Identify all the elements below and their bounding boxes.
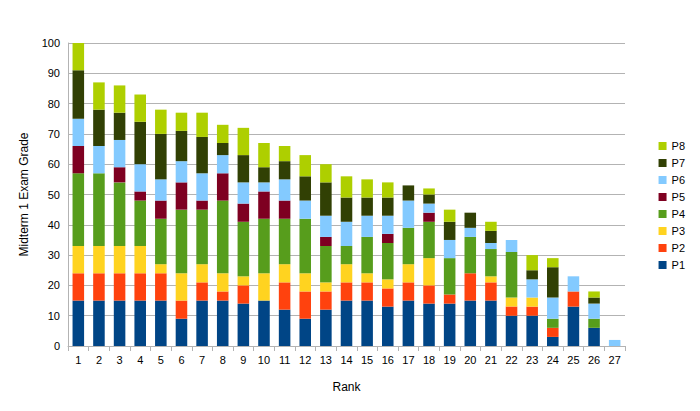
svg-text:8: 8 — [220, 354, 226, 366]
svg-text:18: 18 — [423, 354, 435, 366]
svg-text:3: 3 — [117, 354, 123, 366]
svg-text:10: 10 — [48, 310, 60, 322]
svg-text:7: 7 — [199, 354, 205, 366]
svg-text:15: 15 — [361, 354, 373, 366]
svg-text:100: 100 — [42, 37, 60, 49]
svg-text:90: 90 — [48, 67, 60, 79]
svg-text:P3: P3 — [672, 225, 685, 237]
svg-text:4: 4 — [137, 354, 143, 366]
svg-text:13: 13 — [320, 354, 332, 366]
svg-text:P6: P6 — [672, 174, 685, 186]
svg-text:9: 9 — [240, 354, 246, 366]
svg-text:1: 1 — [75, 354, 81, 366]
svg-text:19: 19 — [444, 354, 456, 366]
svg-text:22: 22 — [505, 354, 517, 366]
svg-text:20: 20 — [48, 279, 60, 291]
svg-text:80: 80 — [48, 98, 60, 110]
svg-text:P7: P7 — [672, 157, 685, 169]
svg-text:0: 0 — [54, 340, 60, 352]
svg-text:12: 12 — [299, 354, 311, 366]
svg-text:25: 25 — [567, 354, 579, 366]
svg-text:17: 17 — [402, 354, 414, 366]
svg-text:P1: P1 — [672, 259, 685, 271]
svg-text:5: 5 — [158, 354, 164, 366]
svg-text:Midterm 1 Exam Grade: Midterm 1 Exam Grade — [17, 132, 31, 256]
svg-text:P5: P5 — [672, 191, 685, 203]
svg-text:6: 6 — [178, 354, 184, 366]
svg-text:70: 70 — [48, 128, 60, 140]
svg-text:27: 27 — [609, 354, 621, 366]
svg-text:40: 40 — [48, 219, 60, 231]
svg-text:P4: P4 — [672, 208, 685, 220]
svg-text:14: 14 — [340, 354, 352, 366]
svg-text:23: 23 — [526, 354, 538, 366]
svg-text:60: 60 — [48, 158, 60, 170]
svg-text:30: 30 — [48, 249, 60, 261]
svg-text:11: 11 — [279, 354, 290, 366]
svg-text:2: 2 — [96, 354, 102, 366]
svg-text:16: 16 — [382, 354, 394, 366]
svg-text:P2: P2 — [672, 242, 685, 254]
svg-text:10: 10 — [258, 354, 270, 366]
svg-text:20: 20 — [464, 354, 476, 366]
svg-text:21: 21 — [485, 354, 497, 366]
svg-text:50: 50 — [48, 189, 60, 201]
svg-text:Rank: Rank — [332, 380, 361, 394]
svg-text:P8: P8 — [672, 140, 685, 152]
svg-text:24: 24 — [547, 354, 559, 366]
svg-text:26: 26 — [588, 354, 600, 366]
